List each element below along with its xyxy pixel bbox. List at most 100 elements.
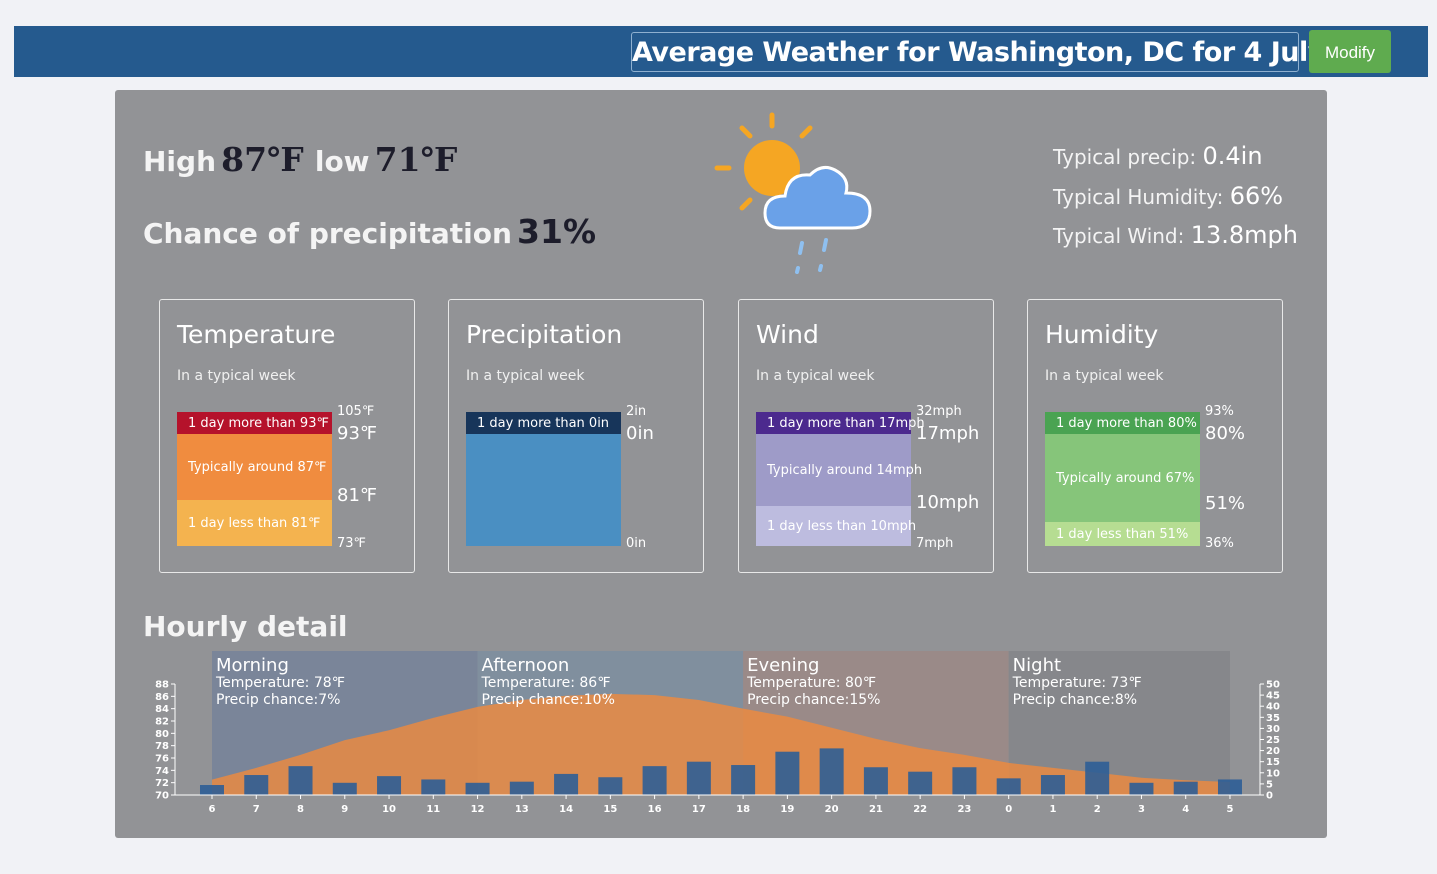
left-tick-label: 78 bbox=[155, 741, 169, 752]
range-top: 1 day more than 17mph bbox=[756, 412, 925, 434]
range-mid bbox=[466, 434, 621, 546]
card-temperature: Temperature In a typical week 1 day more … bbox=[159, 299, 415, 573]
period-name: Evening bbox=[747, 655, 819, 676]
x-tick-label: 14 bbox=[559, 804, 573, 815]
precip-bar bbox=[1217, 779, 1242, 795]
range-max: 2in bbox=[626, 404, 647, 419]
right-tick-label: 0 bbox=[1266, 791, 1273, 802]
modify-button[interactable]: Modify bbox=[1309, 30, 1391, 73]
range-max: 105℉ bbox=[337, 404, 375, 419]
range-min: 7mph bbox=[916, 536, 954, 551]
left-tick-label: 70 bbox=[155, 791, 169, 802]
card-subtitle: In a typical week bbox=[756, 368, 875, 384]
range-top: 1 day more than 0in bbox=[466, 412, 621, 434]
page-title[interactable]: Average Weather for Washington, DC for 4… bbox=[631, 32, 1325, 72]
precip-chance: Chance of precipitation 31% bbox=[143, 212, 596, 251]
precip-bar bbox=[598, 777, 623, 795]
precip-bar bbox=[377, 776, 402, 795]
card-subtitle: In a typical week bbox=[466, 368, 585, 384]
precip-bar bbox=[200, 785, 224, 795]
card-title: Humidity bbox=[1045, 320, 1159, 349]
precip-bar bbox=[819, 748, 844, 795]
precip-bar bbox=[1040, 775, 1065, 795]
precip-bar bbox=[642, 766, 667, 795]
x-tick-label: 17 bbox=[692, 804, 706, 815]
right-tick-label: 25 bbox=[1266, 735, 1280, 746]
card-subtitle: In a typical week bbox=[177, 368, 296, 384]
x-tick-label: 19 bbox=[780, 804, 794, 815]
x-tick-label: 0 bbox=[1005, 804, 1012, 815]
range-upper: 80% bbox=[1205, 423, 1246, 444]
range-bottom-label: 1 day less than 10mph bbox=[767, 518, 917, 534]
left-tick-label: 88 bbox=[155, 680, 169, 691]
range-bar: 1 day more than 17mph Typically around 14… bbox=[756, 412, 925, 546]
x-tick-label: 9 bbox=[341, 804, 348, 815]
range-lower: 81℉ bbox=[337, 485, 378, 506]
header-bar bbox=[14, 26, 1428, 77]
hourly-title: Hourly detail bbox=[143, 610, 348, 643]
range-bottom: 1 day less than 51% bbox=[1045, 522, 1200, 546]
x-tick-label: 22 bbox=[913, 804, 927, 815]
typical-precip-value: 0.4in bbox=[1202, 142, 1263, 170]
x-tick-label: 23 bbox=[957, 804, 971, 815]
range-bottom: 1 day less than 81℉ bbox=[177, 500, 332, 546]
period-precip: Precip chance:10% bbox=[482, 692, 615, 708]
range-bar: 1 day more than 93℉ Typically around 87℉ 1… bbox=[177, 412, 332, 546]
typical-precip: Typical precip: 0.4in bbox=[1053, 142, 1263, 170]
range-upper: 0in bbox=[626, 423, 654, 444]
typical-wind-label: Typical Wind: bbox=[1053, 224, 1185, 248]
typical-humidity-value: 66% bbox=[1229, 182, 1284, 210]
right-tick-label: 30 bbox=[1266, 724, 1280, 735]
range-min: 36% bbox=[1205, 536, 1234, 551]
period-precip: Precip chance:15% bbox=[747, 692, 880, 708]
precip-chance-label: Chance of precipitation bbox=[143, 217, 512, 250]
typical-wind: Typical Wind: 13.8mph bbox=[1053, 221, 1298, 249]
period-temp: Temperature: 78℉ bbox=[215, 675, 345, 691]
card-title: Temperature bbox=[177, 320, 336, 349]
typical-wind-value: 13.8mph bbox=[1190, 221, 1298, 249]
card-humidity: Humidity In a typical week 1 day more tha… bbox=[1027, 299, 1283, 573]
x-tick-label: 13 bbox=[515, 804, 529, 815]
typical-precip-label: Typical precip: bbox=[1053, 145, 1197, 169]
precip-bar bbox=[863, 767, 888, 795]
range-top-label: 1 day more than 17mph bbox=[767, 415, 925, 431]
period-temp: Temperature: 80℉ bbox=[746, 675, 876, 691]
range-min: 0in bbox=[626, 536, 647, 551]
low-value: 71℉ bbox=[374, 140, 458, 179]
precip-bar bbox=[332, 782, 357, 795]
period-temp: Temperature: 86℉ bbox=[481, 675, 611, 691]
range-min: 73℉ bbox=[337, 536, 366, 551]
precip-bar bbox=[244, 775, 269, 795]
range-mid-label: Typically around 14mph bbox=[767, 462, 923, 478]
x-tick-label: 18 bbox=[736, 804, 750, 815]
high-value: 87℉ bbox=[221, 140, 304, 179]
period-name: Morning bbox=[216, 655, 289, 676]
range-upper: 17mph bbox=[916, 423, 980, 444]
range-lower: 10mph bbox=[916, 492, 980, 513]
precip-bar bbox=[288, 766, 313, 795]
right-tick-label: 35 bbox=[1266, 713, 1280, 724]
precip-chance-value: 31% bbox=[517, 212, 597, 251]
period-precip: Precip chance:8% bbox=[1013, 692, 1137, 708]
x-tick-label: 15 bbox=[603, 804, 617, 815]
left-tick-label: 72 bbox=[155, 778, 169, 789]
precip-bar bbox=[908, 771, 933, 795]
precip-bar bbox=[686, 761, 711, 795]
right-tick-label: 10 bbox=[1266, 768, 1280, 779]
right-tick-label: 20 bbox=[1266, 746, 1280, 757]
period-name: Afternoon bbox=[482, 655, 570, 676]
period-temp: Temperature: 73℉ bbox=[1012, 675, 1142, 691]
precip-bar bbox=[509, 781, 534, 795]
precip-bar bbox=[996, 778, 1021, 795]
card-subtitle: In a typical week bbox=[1045, 368, 1164, 384]
x-tick-label: 5 bbox=[1226, 804, 1233, 815]
range-mid: Typically around 87℉ bbox=[177, 434, 332, 500]
range-bottom-label: 1 day less than 81℉ bbox=[188, 515, 321, 531]
range-max: 93% bbox=[1205, 404, 1234, 419]
precip-bar bbox=[731, 765, 756, 795]
left-tick-label: 74 bbox=[155, 766, 169, 777]
x-tick-label: 2 bbox=[1094, 804, 1101, 815]
x-tick-label: 6 bbox=[209, 804, 216, 815]
range-mid: Typically around 67% bbox=[1045, 434, 1200, 522]
